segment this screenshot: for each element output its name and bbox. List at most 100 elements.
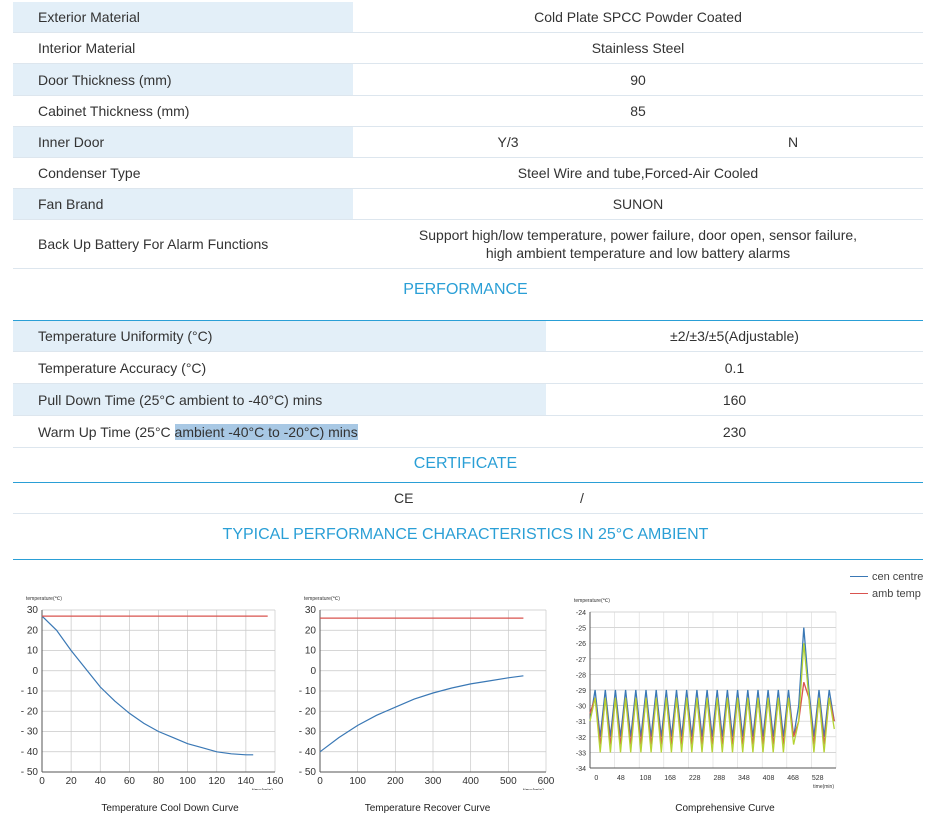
y-tick-label: -29 <box>576 688 586 695</box>
certificate-value: / <box>580 490 584 506</box>
y-tick-label: -31 <box>576 719 586 726</box>
legend: cen centre amb temp <box>850 568 923 602</box>
x-tick-label: 0 <box>594 775 598 782</box>
perf-row: Warm Up Time (25°C ambient -40°C to -20°… <box>13 415 923 448</box>
perf-value: 230 <box>546 415 923 448</box>
performance-divider <box>13 320 923 321</box>
perf-row: Temperature Accuracy (°C) 0.1 <box>13 351 923 384</box>
legend-swatch-blue <box>850 576 868 577</box>
x-tick-label: 140 <box>238 776 255 787</box>
spec-label: Door Thickness (mm) <box>13 63 353 96</box>
y-axis-label: temperature(℃) <box>26 596 62 602</box>
y-axis-label: temperature(℃) <box>574 598 610 604</box>
legend-item-blue: cen centre <box>850 568 923 585</box>
spec-value: Stainless Steel <box>353 32 923 64</box>
y-tick-label: -26 <box>576 641 586 648</box>
y-tick-label: - 50 <box>299 767 317 778</box>
y-tick-label: 30 <box>27 605 39 616</box>
x-tick-label: 408 <box>763 775 775 782</box>
x-tick-label: 300 <box>425 776 442 787</box>
perf-value: ±2/±3/±5(Adjustable) <box>546 321 923 352</box>
spec-value: Support high/low temperature, power fail… <box>353 219 923 269</box>
spec-table: Exterior Material Cold Plate SPCC Powder … <box>13 2 923 269</box>
certificate-label: CE <box>394 490 414 506</box>
spec-value: SUNON <box>353 188 923 220</box>
legend-item-red: amb temp <box>850 585 923 602</box>
spec-row: Exterior Material Cold Plate SPCC Powder … <box>13 2 923 33</box>
performance-title: PERFORMANCE <box>403 281 528 298</box>
certificate-row-border <box>13 513 923 514</box>
y-tick-label: -34 <box>576 766 586 773</box>
x-tick-label: 500 <box>500 776 517 787</box>
y-tick-label: 30 <box>305 605 317 616</box>
x-tick-label: 108 <box>640 775 652 782</box>
performance-table: Temperature Uniformity (°C) ±2/±3/±5(Adj… <box>13 321 923 448</box>
legend-label-red: amb temp <box>872 587 921 600</box>
spec-row: Door Thickness (mm) 90 <box>13 63 923 96</box>
spec-label: Fan Brand <box>13 188 353 220</box>
perf-row: Temperature Uniformity (°C) ±2/±3/±5(Adj… <box>13 321 923 352</box>
spec-row: Cabinet Thickness (mm) 85 <box>13 95 923 127</box>
legend-swatch-red <box>850 593 868 594</box>
x-tick-label: 400 <box>462 776 479 787</box>
x-tick-label: 468 <box>787 775 799 782</box>
x-tick-label: 120 <box>208 776 225 787</box>
y-tick-label: - 50 <box>21 767 39 778</box>
x-tick-label: 168 <box>664 775 676 782</box>
x-axis-label: time(min) <box>252 788 273 790</box>
chart-caption: Comprehensive Curve <box>675 803 775 814</box>
perf-label-highlight: ambient -40°C to -20°C) mins <box>174 423 358 440</box>
spec-row: Inner Door Y/3 N <box>13 126 923 158</box>
x-tick-label: 348 <box>738 775 750 782</box>
spec-label: Interior Material <box>13 32 353 64</box>
certificate-divider <box>13 482 923 483</box>
x-tick-label: 600 <box>538 776 555 787</box>
y-axis-label: temperature(℃) <box>304 596 340 602</box>
spec-value-2: N <box>663 126 923 158</box>
x-tick-label: 528 <box>812 775 824 782</box>
y-tick-label: - 40 <box>299 747 317 758</box>
perf-value: 160 <box>546 383 923 416</box>
y-tick-label: -28 <box>576 672 586 679</box>
y-tick-label: 10 <box>305 646 317 657</box>
series-line-green <box>589 643 835 753</box>
chart-caption: Temperature Recover Curve <box>364 803 491 814</box>
perf-row: Pull Down Time (25°C ambient to -40°C) m… <box>13 383 923 416</box>
perf-label: Temperature Accuracy (°C) <box>13 351 546 384</box>
y-tick-label: - 40 <box>21 747 39 758</box>
x-tick-label: 160 <box>267 776 284 787</box>
y-tick-label: 20 <box>305 625 317 636</box>
spec-value: Y/3 <box>353 126 663 158</box>
x-tick-label: 0 <box>317 776 323 787</box>
certificate-title: CERTIFICATE <box>413 455 518 472</box>
comprehensive-chart: temperature(℃) -24 -25 -26 -27 -28 -29 -30 -31 -3… <box>574 598 837 790</box>
x-tick-label: 48 <box>617 775 625 782</box>
x-axis-label: time(min) <box>523 788 544 790</box>
x-tick-label: 60 <box>124 776 136 787</box>
spec-value: Steel Wire and tube,Forced-Air Cooled <box>353 157 923 189</box>
spec-value-line: Support high/low temperature, power fail… <box>418 227 858 243</box>
y-tick-label: -24 <box>576 610 586 617</box>
x-tick-label: 20 <box>66 776 78 787</box>
spec-label: Back Up Battery For Alarm Functions <box>13 219 353 269</box>
x-tick-label: 100 <box>349 776 366 787</box>
series-line-blue <box>319 675 524 753</box>
chart-caption: Temperature Cool Down Curve <box>101 803 239 814</box>
spec-row: Interior Material Stainless Steel <box>13 32 923 64</box>
series-line-red <box>589 681 835 745</box>
series-line-blue <box>589 627 835 737</box>
perf-label: Temperature Uniformity (°C) <box>13 321 546 352</box>
spec-label: Cabinet Thickness (mm) <box>13 95 353 127</box>
perf-label-plain: Warm Up Time (25°C <box>38 423 175 440</box>
y-tick-label: 10 <box>27 646 39 657</box>
series-line-blue <box>41 615 254 756</box>
spec-row: Condenser Type Steel Wire and tube,Forced… <box>13 157 923 189</box>
y-tick-label: -30 <box>576 704 586 711</box>
y-tick-label: - 10 <box>299 686 317 697</box>
y-tick-label: - 20 <box>21 706 39 717</box>
spec-value-line: high ambient temperature and low battery… <box>485 245 791 261</box>
y-tick-label: -32 <box>576 735 586 742</box>
x-tick-label: 40 <box>95 776 107 787</box>
